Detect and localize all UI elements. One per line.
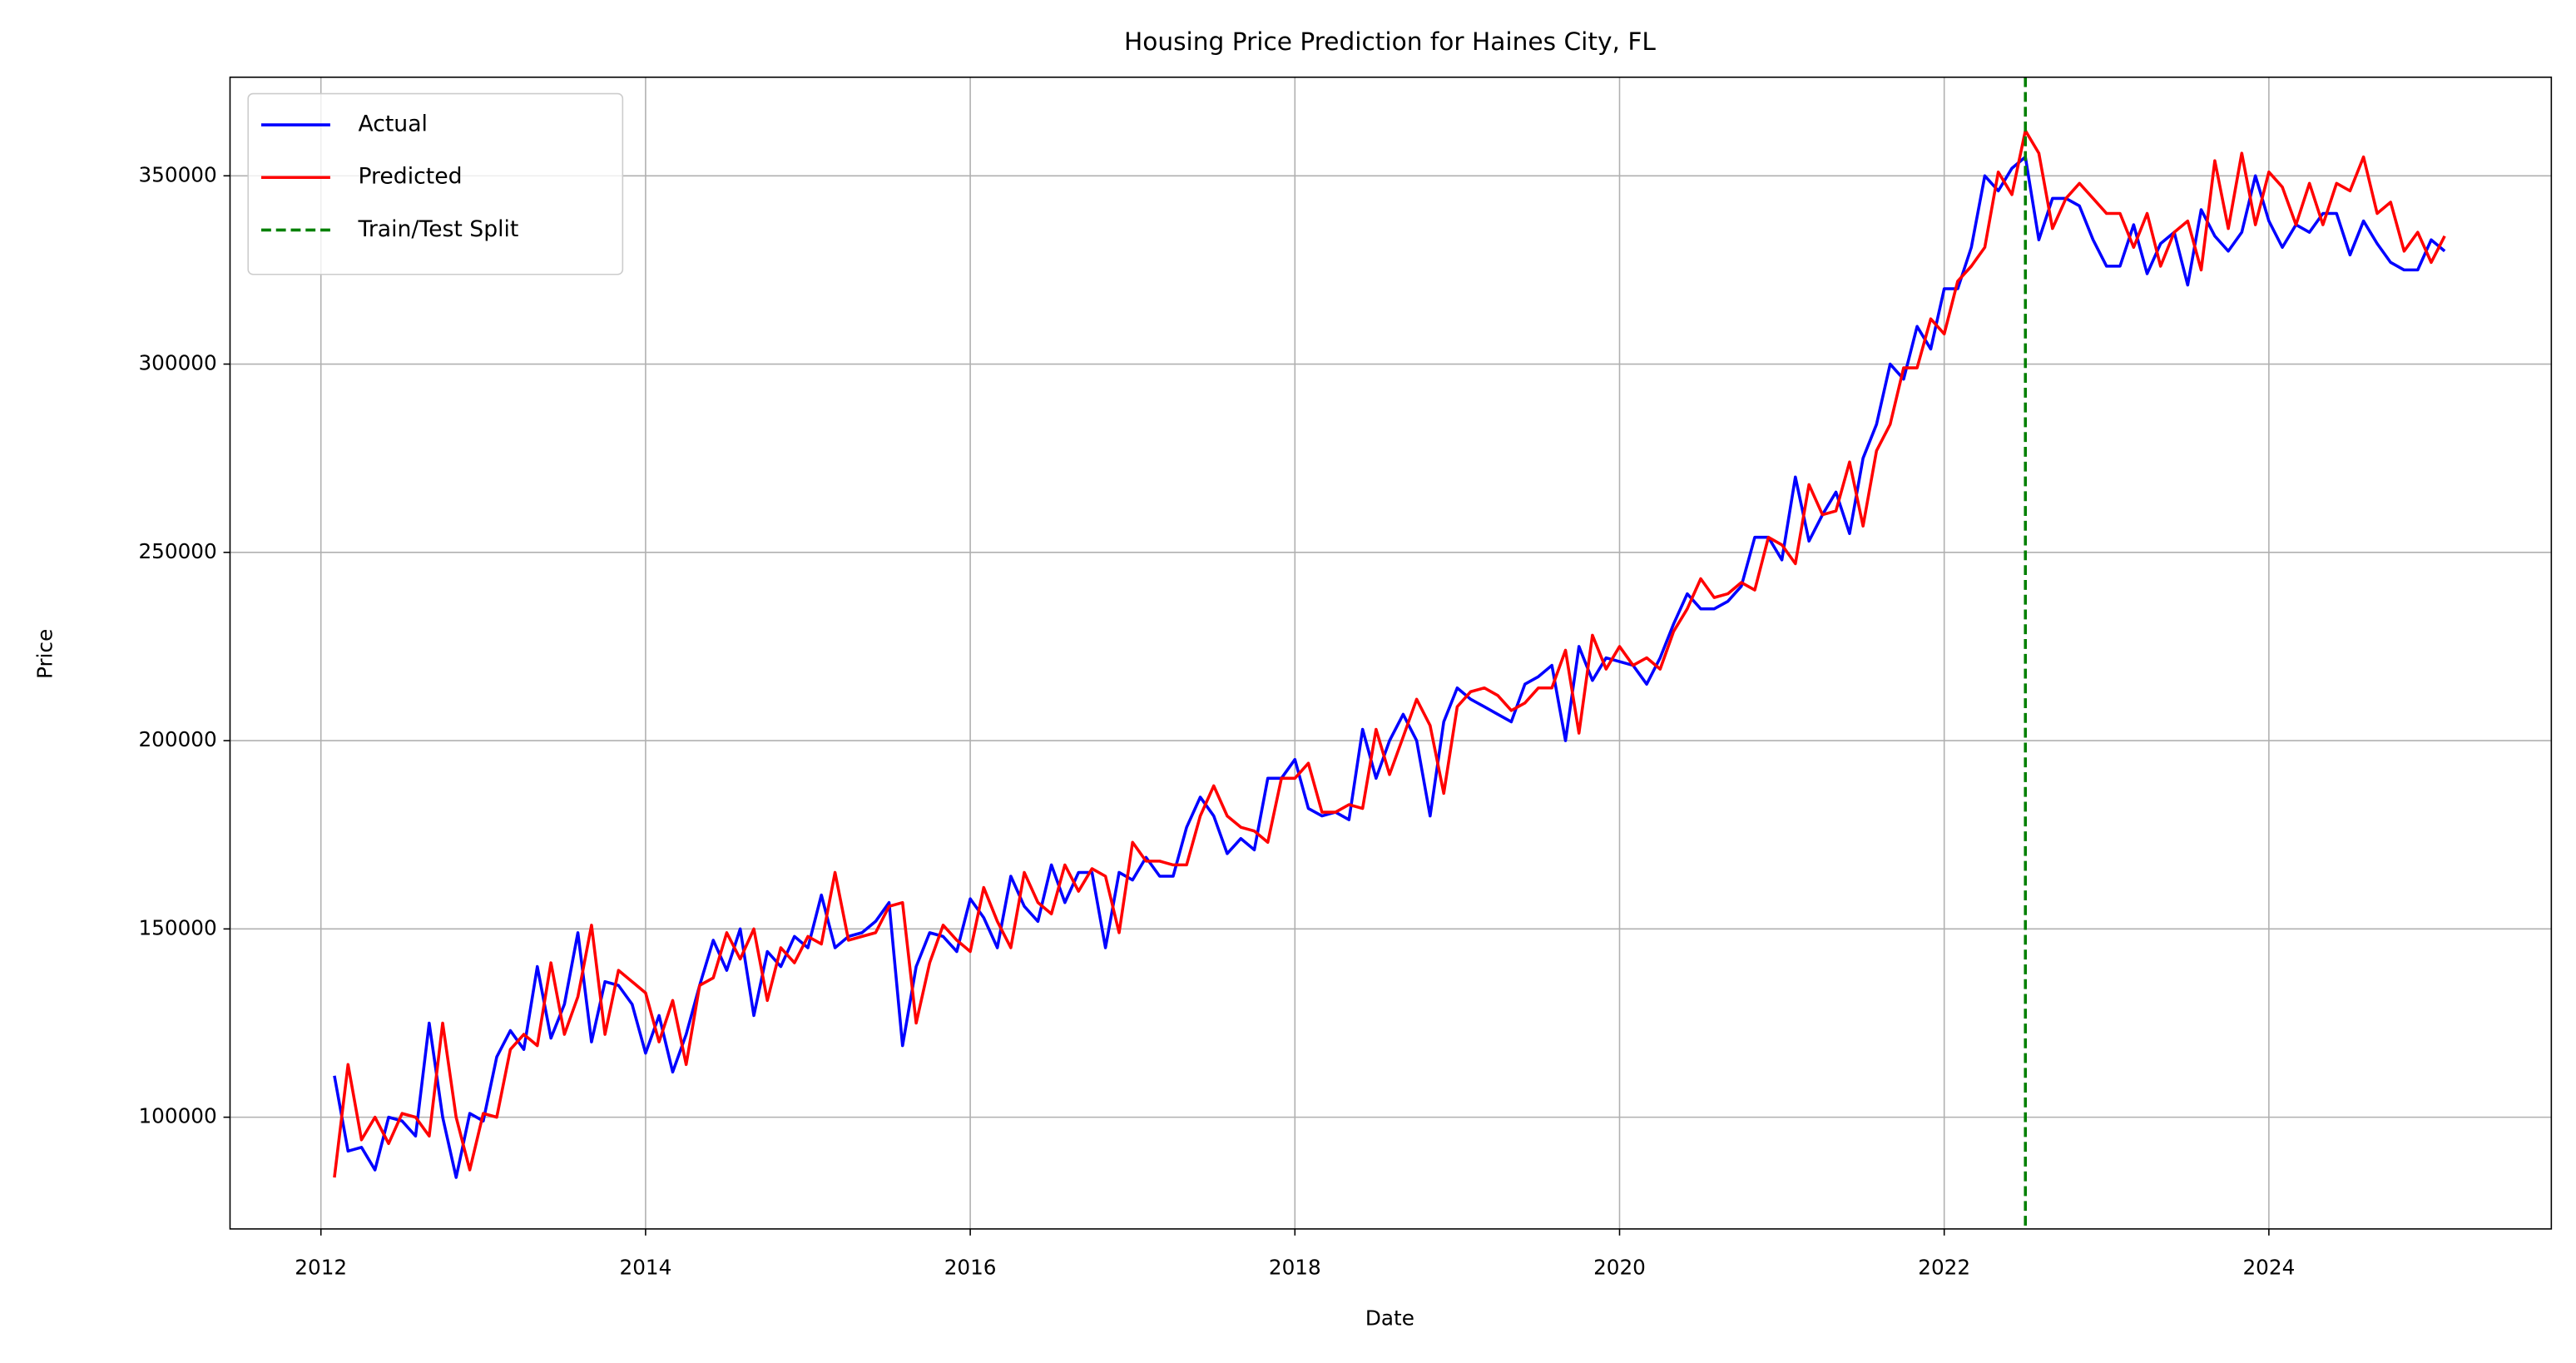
series-line (333, 129, 2446, 1178)
plot-frame (229, 77, 2553, 1230)
x-tick-label: 2022 (1918, 1255, 1970, 1279)
x-tick-label: 2012 (295, 1255, 347, 1279)
legend-box (247, 92, 624, 275)
x-tick-label: 2014 (620, 1255, 672, 1279)
x-tick-label: 2020 (1593, 1255, 1646, 1279)
legend-label: Predicted (358, 164, 462, 190)
legend-label: Train/Test Split (357, 216, 518, 242)
y-tick-label: 350000 (138, 162, 216, 186)
y-tick-label: 200000 (138, 727, 216, 751)
x-axis-label: Date (1365, 1306, 1414, 1330)
y-axis-label: Price (32, 629, 57, 679)
y-tick-label: 150000 (138, 915, 216, 939)
y-tick-label: 250000 (138, 539, 216, 563)
x-tick-label: 2024 (2242, 1255, 2295, 1279)
series-line (333, 155, 2446, 1179)
x-tick-label: 2016 (944, 1255, 997, 1279)
y-tick-label: 300000 (138, 351, 216, 375)
x-tick-label: 2018 (1269, 1255, 1321, 1279)
legend-label: Actual (358, 112, 427, 137)
chart-title: Housing Price Prediction for Haines City… (1124, 27, 1656, 56)
y-tick-label: 100000 (138, 1104, 216, 1128)
